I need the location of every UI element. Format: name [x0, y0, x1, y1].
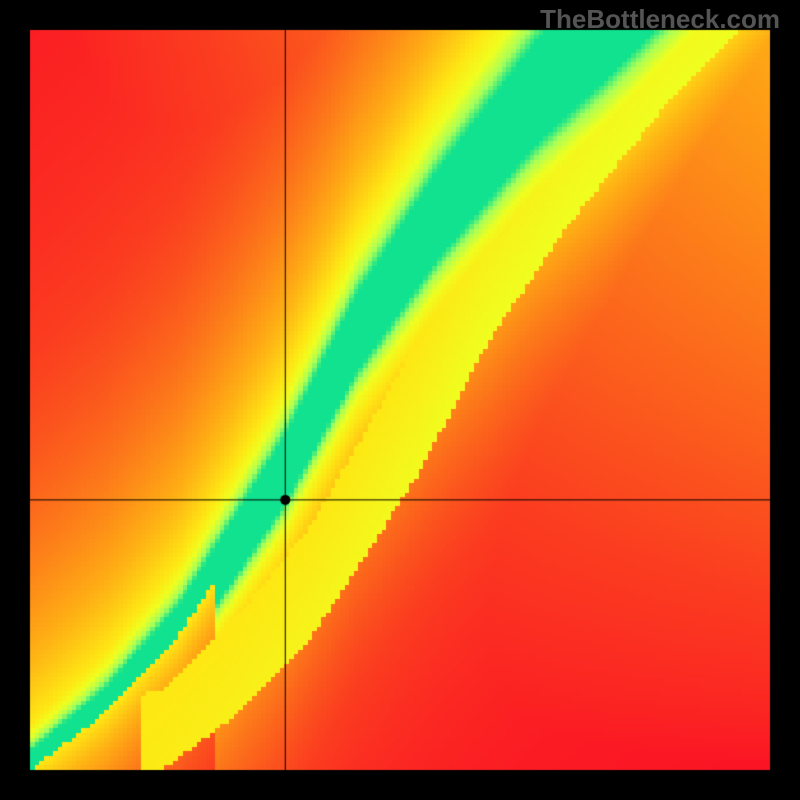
watermark-text: TheBottleneck.com [540, 4, 780, 35]
bottleneck-heatmap [0, 0, 800, 800]
